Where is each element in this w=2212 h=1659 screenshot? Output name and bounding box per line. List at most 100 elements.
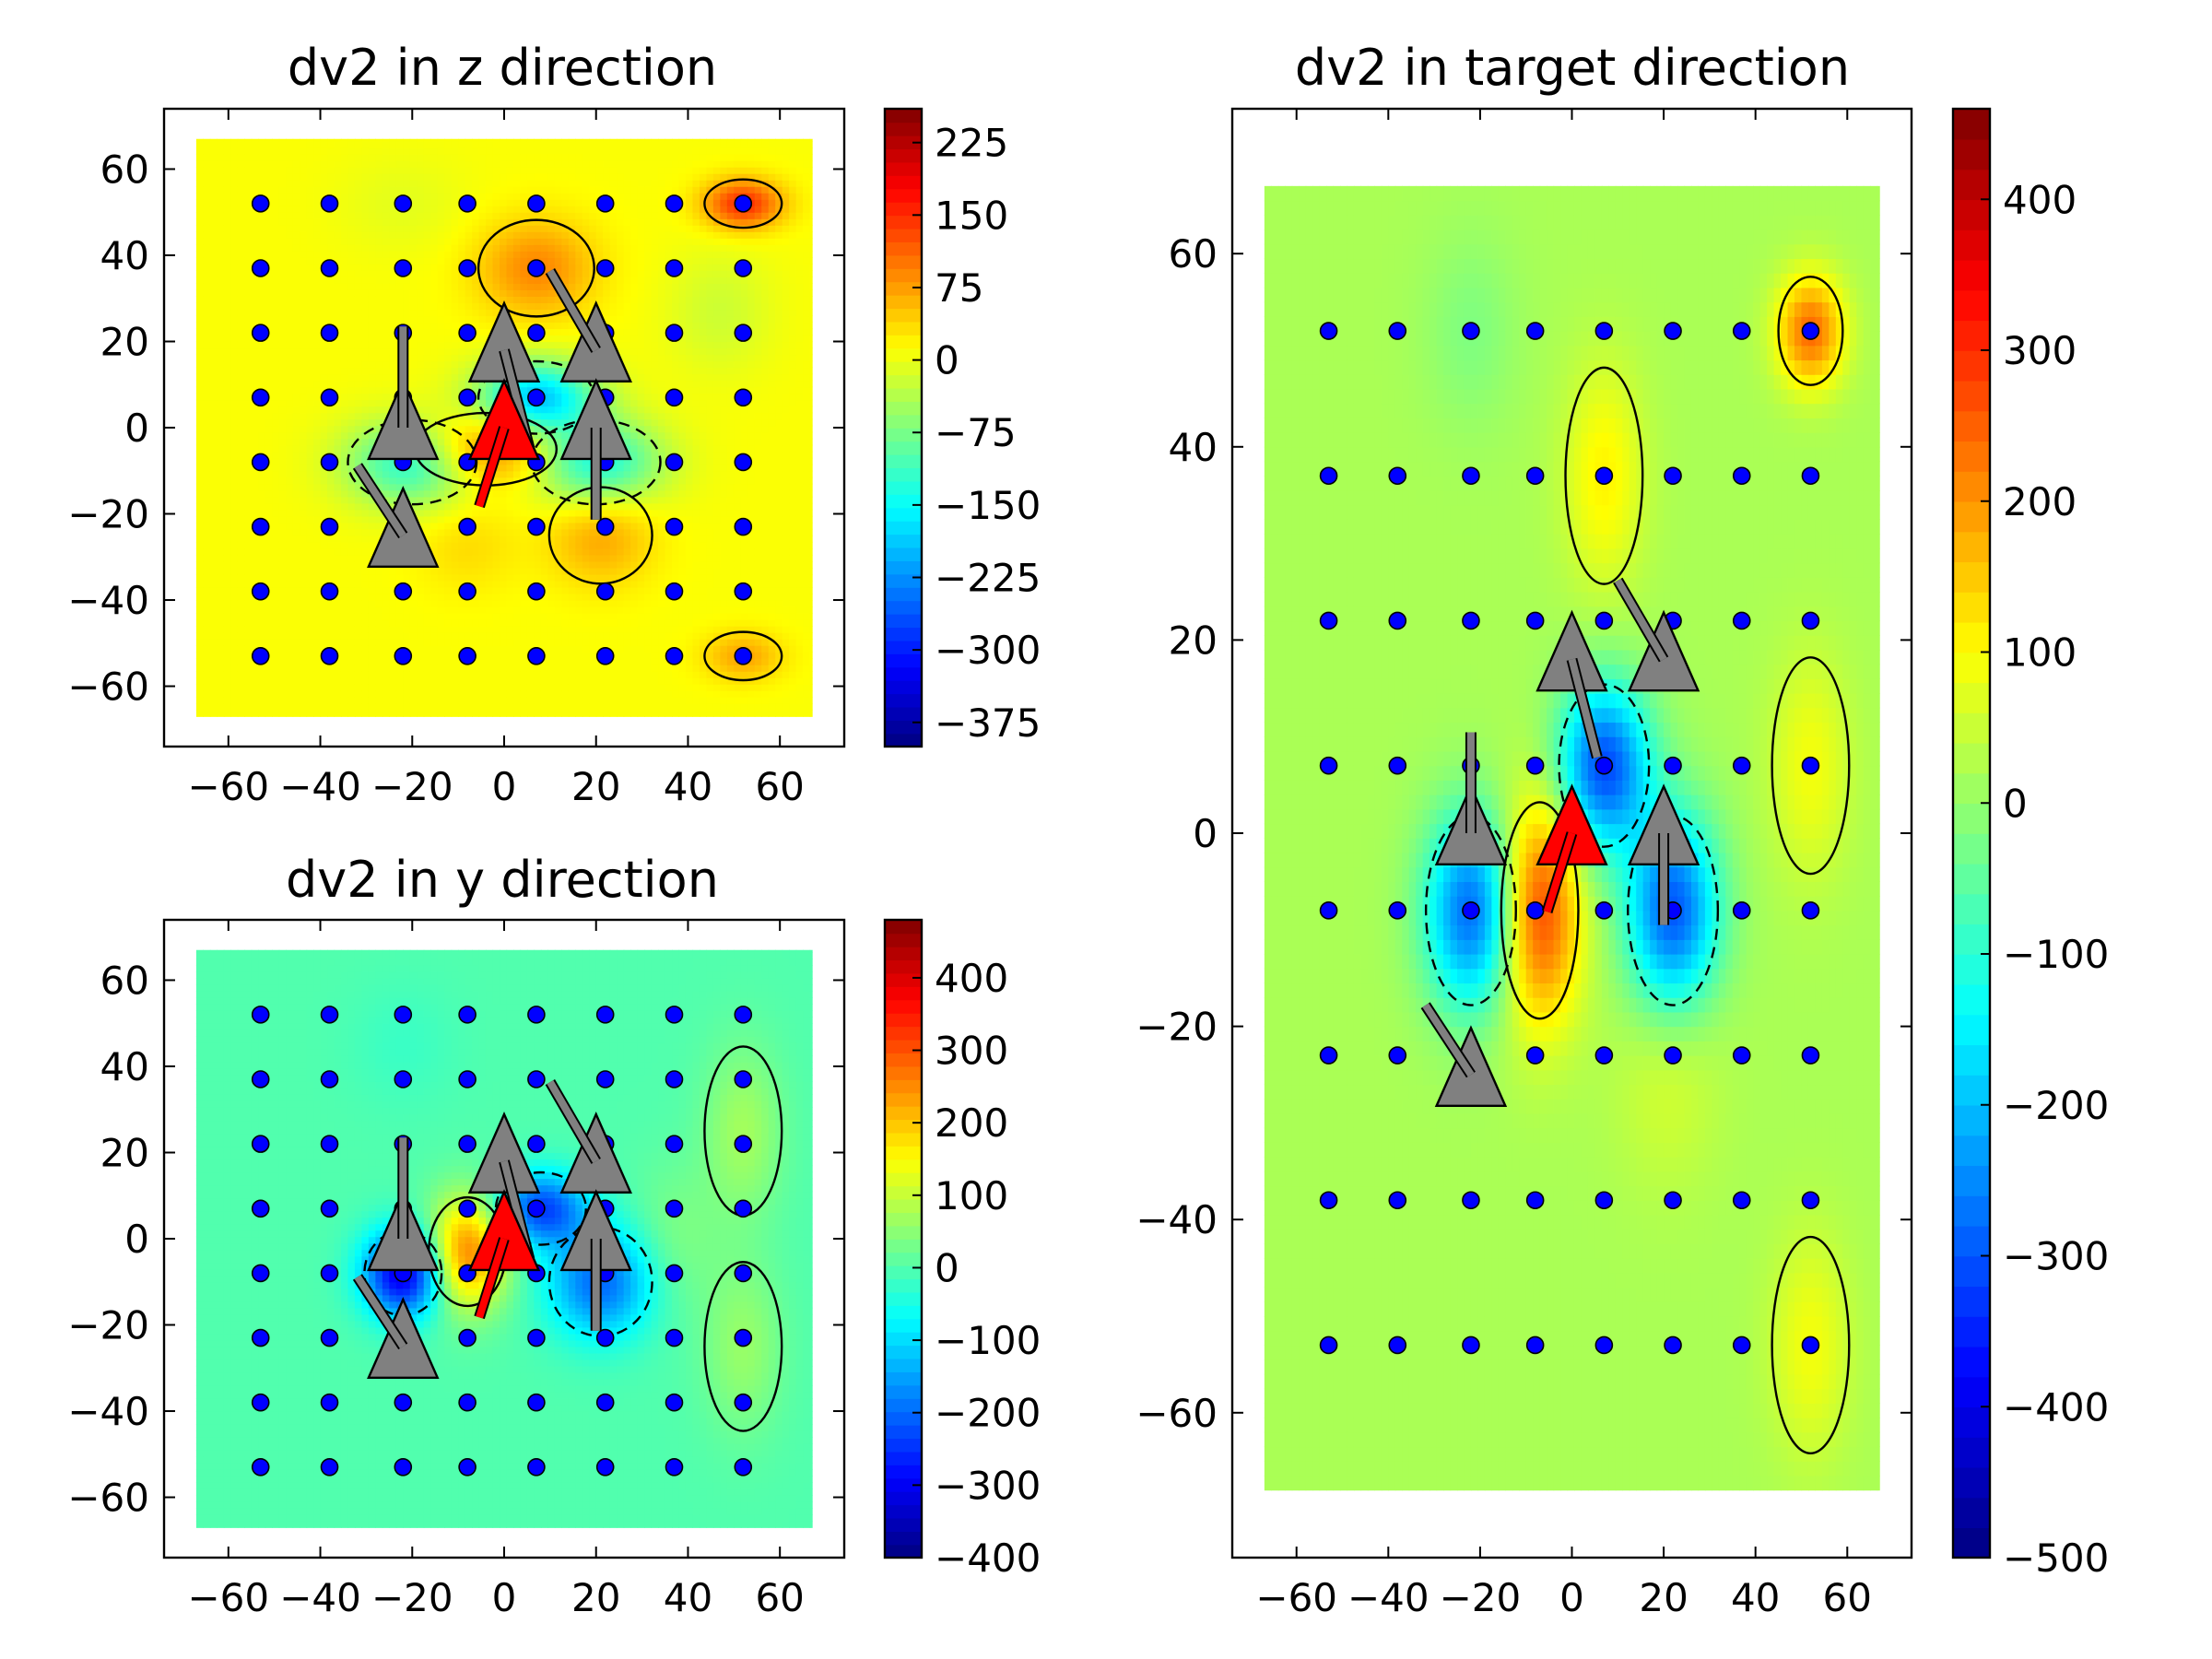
heatmap-cell	[195, 180, 204, 187]
heatmap-cell	[520, 535, 528, 543]
heatmap-cell	[347, 160, 356, 168]
heatmap-cell	[195, 406, 204, 414]
heatmap-cell	[300, 160, 308, 168]
heatmap-cell	[512, 309, 522, 317]
heatmap-cell	[540, 154, 548, 161]
heatmap-cell	[292, 380, 300, 388]
heatmap-cell	[458, 302, 466, 311]
heatmap-cell	[430, 412, 439, 420]
heatmap-cell	[534, 489, 542, 498]
heatmap-cell	[237, 522, 245, 530]
heatmap-cell	[403, 573, 411, 582]
heatmap-cell	[237, 393, 245, 401]
heatmap-cell	[403, 238, 411, 245]
heatmap-cell	[540, 257, 548, 265]
heatmap-cell	[486, 587, 494, 594]
heatmap-cell	[209, 302, 218, 311]
heatmap-cell	[547, 360, 556, 369]
heatmap-cell	[195, 264, 204, 271]
heatmap-cell	[278, 457, 287, 465]
heatmap-cell	[375, 283, 383, 290]
heatmap-cell	[340, 677, 349, 685]
heatmap-cell	[361, 547, 370, 556]
heatmap-cell	[361, 645, 370, 653]
heatmap-cell	[265, 212, 273, 219]
heatmap-cell	[561, 502, 570, 511]
heatmap-cell	[272, 594, 280, 601]
heatmap-cell	[561, 626, 570, 633]
heatmap-cell	[334, 684, 342, 691]
heatmap-cell	[340, 477, 349, 485]
heatmap-cell	[334, 160, 342, 168]
heatmap-cell	[403, 302, 411, 311]
heatmap-cell	[437, 567, 445, 575]
heatmap-cell	[340, 606, 349, 614]
heatmap-cell	[526, 535, 535, 543]
heatmap-cell	[217, 270, 225, 277]
heatmap-cell	[320, 373, 328, 382]
heatmap-cell	[520, 386, 528, 394]
heatmap-cell	[478, 302, 487, 311]
heatmap-cell	[306, 138, 314, 142]
heatmap-cell	[444, 606, 453, 614]
heatmap-cell	[223, 645, 231, 653]
heatmap-cell	[327, 315, 335, 324]
heatmap-cell	[361, 315, 370, 324]
heatmap-cell	[347, 522, 356, 530]
heatmap-cell	[272, 554, 280, 562]
heatmap-cell	[437, 186, 445, 194]
heatmap-cell	[340, 193, 349, 200]
heatmap-cell	[568, 541, 576, 549]
heatmap-cell	[478, 710, 487, 717]
heatmap-cell	[423, 347, 431, 356]
heatmap-cell	[526, 167, 535, 174]
heatmap-cell	[368, 509, 376, 517]
heatmap-cell	[506, 684, 514, 691]
heatmap-cell	[547, 483, 556, 491]
heatmap-cell	[258, 496, 266, 504]
heatmap-cell	[223, 406, 231, 414]
heatmap-cell	[444, 418, 453, 427]
heatmap-cell	[230, 399, 239, 407]
heatmap-cell	[306, 386, 314, 394]
heatmap-cell	[306, 147, 314, 155]
heatmap-cell	[526, 554, 535, 562]
heatmap-cell	[272, 276, 280, 284]
heatmap-cell	[465, 703, 473, 711]
heatmap-cell	[209, 173, 218, 181]
heatmap-cell	[244, 444, 253, 453]
heatmap-cell	[554, 567, 562, 575]
heatmap-cell	[561, 554, 570, 562]
heatmap-cell	[237, 367, 245, 375]
heatmap-cell	[540, 703, 548, 711]
heatmap-cell	[540, 360, 548, 369]
heatmap-cell	[575, 645, 583, 653]
heatmap-cell	[237, 438, 245, 446]
heatmap-cell	[472, 322, 480, 330]
heatmap-cell	[209, 639, 218, 646]
heatmap-cell	[417, 251, 425, 258]
heatmap-cell	[354, 212, 363, 219]
heatmap-cell	[547, 186, 556, 194]
heatmap-cell	[547, 567, 556, 575]
heatmap-cell	[409, 296, 418, 303]
heatmap-cell	[554, 347, 562, 356]
heatmap-cell	[327, 431, 335, 440]
heatmap-cell	[354, 283, 363, 290]
heatmap-cell	[258, 167, 266, 174]
heatmap-cell	[534, 438, 542, 446]
heatmap-cell	[444, 632, 453, 640]
heatmap-cell	[506, 464, 514, 472]
heatmap-cell	[389, 180, 397, 187]
heatmap-cell	[409, 464, 418, 472]
heatmap-cell	[472, 619, 480, 627]
heatmap-cell	[409, 619, 418, 627]
heatmap-cell	[389, 270, 397, 277]
heatmap-cell	[237, 360, 245, 369]
heatmap-cell	[258, 315, 266, 324]
heatmap-cell	[472, 335, 480, 343]
heatmap-cell	[409, 470, 418, 478]
heatmap-cell	[437, 710, 445, 717]
heatmap-cell	[237, 302, 245, 311]
heatmap-cell	[403, 283, 411, 290]
